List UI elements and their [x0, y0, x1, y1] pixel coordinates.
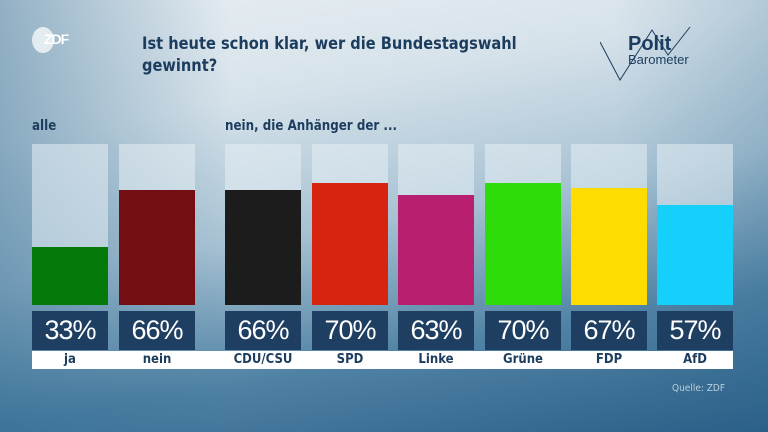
- value-label: 70%: [485, 311, 561, 350]
- bar-5: [485, 182, 561, 305]
- bar-2: [225, 189, 301, 305]
- zdf-logo-text: ZDF: [44, 31, 69, 47]
- bar-0: [32, 247, 108, 305]
- category-label: CDU/CSU: [233, 352, 293, 367]
- bar-track-5: [485, 144, 561, 305]
- category-label: SPD: [336, 352, 364, 367]
- bar-track-6: [571, 144, 647, 305]
- bar-track-2: [225, 144, 301, 305]
- category-label: Linke: [418, 352, 454, 367]
- bar-1: [119, 189, 195, 305]
- value-label: 57%: [657, 311, 733, 350]
- brand-line2: Barometer: [628, 52, 689, 67]
- bar-track-3: [312, 144, 388, 305]
- chart-title: Ist heute schon klar, wer die Bundestags…: [142, 34, 517, 76]
- value-label: 66%: [225, 311, 301, 350]
- bar-track-1: [119, 144, 195, 305]
- bar-track-7: [657, 144, 733, 305]
- source-note: Quelle: ZDF: [672, 383, 726, 394]
- group-label-parties: nein, die Anhänger der ...: [225, 118, 397, 134]
- group-label-all: alle: [32, 118, 57, 134]
- value-label: 67%: [571, 311, 647, 350]
- category-label: nein: [142, 352, 172, 367]
- category-label: Grüne: [503, 352, 543, 367]
- value-label: 63%: [398, 311, 474, 350]
- category-label: FDP: [595, 352, 623, 367]
- bar-3: [312, 182, 388, 305]
- brand-line1: Polit: [628, 33, 672, 55]
- label-strip: [32, 351, 733, 369]
- zdf-logo: [32, 27, 54, 53]
- bar-track-4: [398, 144, 474, 305]
- category-label: ja: [64, 352, 76, 367]
- bar-7: [657, 205, 733, 305]
- value-label: 33%: [32, 311, 108, 350]
- value-label: 66%: [119, 311, 195, 350]
- bar-4: [398, 194, 474, 305]
- politbarometer-logo-icon: [600, 26, 691, 81]
- value-label: 70%: [312, 311, 388, 350]
- category-label: AfD: [683, 352, 707, 367]
- bar-6: [571, 187, 647, 305]
- bar-track-0: [32, 144, 108, 305]
